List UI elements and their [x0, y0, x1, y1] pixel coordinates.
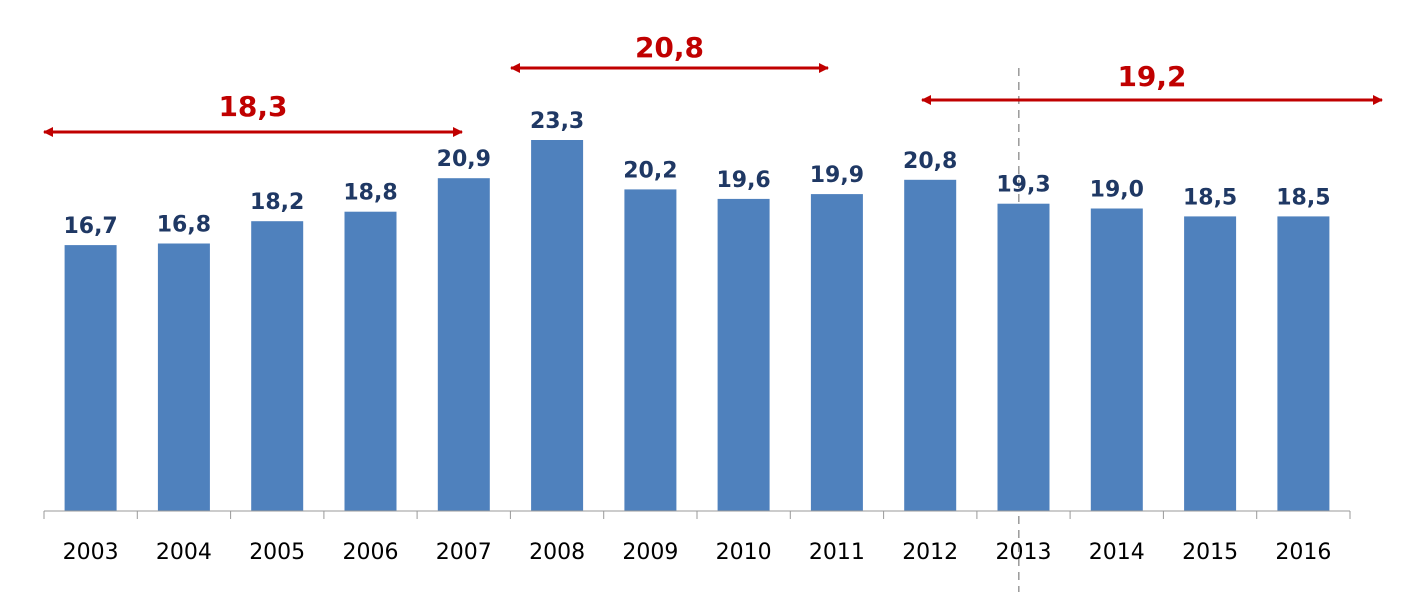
period-average-label-2003-2007: 18,3: [218, 90, 287, 123]
bar-2006: [344, 211, 397, 511]
value-label-2014: 19,0: [1090, 178, 1144, 203]
bar-2005: [251, 221, 304, 511]
x-tick-label-2016: 2016: [1275, 540, 1331, 565]
period-average-label-2008-2011: 20,8: [635, 31, 704, 64]
value-label-2010: 19,6: [716, 168, 770, 193]
value-label-2004: 16,8: [157, 213, 211, 238]
bar-2004: [157, 243, 210, 511]
value-label-2011: 19,9: [810, 163, 864, 188]
bar-2008: [531, 140, 584, 511]
value-label-2003: 16,7: [63, 214, 117, 239]
x-tick-label-2005: 2005: [249, 540, 305, 565]
bar-2009: [624, 189, 677, 511]
bar-2011: [810, 194, 863, 511]
value-label-2015: 18,5: [1183, 185, 1237, 210]
bar-2010: [717, 198, 770, 511]
x-tick-label-2003: 2003: [63, 540, 119, 565]
x-tick-label-2011: 2011: [809, 540, 865, 565]
value-label-2016: 18,5: [1276, 185, 1330, 210]
x-tick-label-2010: 2010: [716, 540, 772, 565]
x-tick-label-2004: 2004: [156, 540, 212, 565]
value-label-2005: 18,2: [250, 190, 304, 215]
value-label-2013: 19,3: [996, 173, 1050, 198]
value-label-2012: 20,8: [903, 149, 957, 174]
bar-2014: [1090, 208, 1143, 511]
bar-2012: [904, 179, 957, 512]
x-tick-label-2013: 2013: [996, 540, 1052, 565]
bar-2007: [437, 178, 490, 511]
value-label-2006: 18,8: [343, 181, 397, 206]
period-average-label-2012-2016: 19,2: [1117, 60, 1186, 93]
x-tick-label-2008: 2008: [529, 540, 585, 565]
value-label-2008: 23,3: [530, 109, 584, 134]
x-tick-label-2015: 2015: [1182, 540, 1238, 565]
x-tick-label-2006: 2006: [343, 540, 399, 565]
value-label-2009: 20,2: [623, 158, 677, 183]
x-tick-label-2012: 2012: [902, 540, 958, 565]
bar-2013: [997, 203, 1050, 511]
bar-2003: [64, 245, 117, 511]
x-tick-label-2009: 2009: [622, 540, 678, 565]
x-tick-label-2007: 2007: [436, 540, 492, 565]
value-label-2007: 20,9: [437, 147, 491, 172]
x-tick-label-2014: 2014: [1089, 540, 1145, 565]
bar-2016: [1277, 216, 1330, 511]
bar-2015: [1184, 216, 1237, 511]
